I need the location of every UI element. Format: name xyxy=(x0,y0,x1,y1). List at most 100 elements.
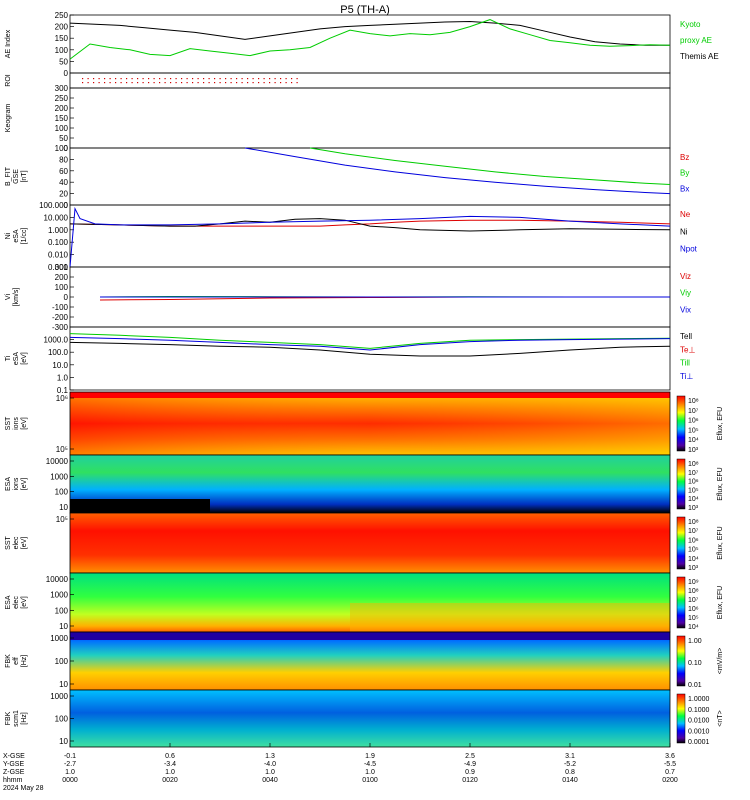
roi-dot xyxy=(126,78,128,80)
ytick-label: 40 xyxy=(59,178,68,187)
ytick-label: 100 xyxy=(55,715,69,724)
ylabel-esa_e: ESA xyxy=(5,595,12,609)
roi-dot xyxy=(247,78,249,80)
ylabel-keogram: Keogram xyxy=(5,104,12,133)
colorbar-tick: 10⁸ xyxy=(688,588,699,595)
ytick-label: 0.010 xyxy=(48,251,69,260)
panel-fbk_e: 1.00 0.10 0.01 <mV/m> 1000 100 10 FBK eff [Hz] xyxy=(5,631,724,691)
ylabel-sst_i: SST xyxy=(5,416,12,430)
roi-dot xyxy=(142,78,144,80)
colorbar-tick: 10⁴ xyxy=(688,437,699,444)
roi-dot xyxy=(131,82,133,84)
roi-dot xyxy=(120,78,122,80)
roi-dot xyxy=(93,78,95,80)
ytick-label: 10⁵ xyxy=(56,445,68,454)
ylabel-t: eSA xyxy=(13,352,20,366)
ylabel-fbk_b: scm1 xyxy=(13,710,20,727)
spectrogram-fbk_e xyxy=(70,632,670,690)
colorbar-tick: 10³ xyxy=(688,447,699,454)
ylabel-sst_e: elec xyxy=(13,536,20,549)
roi-dot xyxy=(230,78,232,80)
colorbar-label: Eflux, EFU xyxy=(717,407,724,440)
legend-v: Vix xyxy=(680,305,691,314)
roi-dot xyxy=(82,78,84,80)
ytick-label: 250 xyxy=(55,94,69,103)
ylabel-roi: ROI xyxy=(5,74,12,87)
ylabel-sst_e: SST xyxy=(5,535,12,549)
roi-dot xyxy=(285,82,287,84)
roi-dot xyxy=(241,78,243,80)
colorbar-tick: 10⁹ xyxy=(688,579,699,586)
colorbar-tick: 10⁸ xyxy=(688,398,699,405)
roi-dot xyxy=(186,78,188,80)
ytick-label: 100.0 xyxy=(48,348,69,357)
colorbar-tick: 10⁶ xyxy=(688,418,699,425)
roi-dot xyxy=(164,78,166,80)
series-bfit-1 xyxy=(309,147,671,185)
legend-n: Ne xyxy=(680,210,691,219)
ytick-label: 100 xyxy=(55,124,69,133)
ytick-label: 100 xyxy=(55,283,69,292)
roi-dot xyxy=(115,82,117,84)
colorbar-label: Eflux, EFU xyxy=(717,526,724,559)
roi-dot xyxy=(120,82,122,84)
xtick-label: -4.5 xyxy=(364,761,376,768)
legend-v: Viz xyxy=(680,272,691,281)
roi-dot xyxy=(98,78,100,80)
colorbar-tick: 10⁴ xyxy=(688,624,699,631)
colorbar-tick: 10⁸ xyxy=(688,461,699,468)
xtick-label: -2.7 xyxy=(64,761,76,768)
xtick-label: -5.5 xyxy=(664,761,676,768)
roi-dot xyxy=(296,82,298,84)
xtick-label: 0020 xyxy=(162,777,178,784)
legend-n: Ni xyxy=(680,227,688,236)
legend-t: Te⊥ xyxy=(680,345,695,354)
ytick-label: 100 xyxy=(55,488,69,497)
ytick-label: -300 xyxy=(52,323,69,332)
spectrogram-hotregion xyxy=(350,603,670,632)
roi-dot xyxy=(258,82,260,84)
legend-ae: proxy AE xyxy=(680,36,712,45)
roi-dot xyxy=(93,82,95,84)
colorbar-esa_i xyxy=(676,458,686,510)
colorbar-tick: 10⁶ xyxy=(688,479,699,486)
ylabel-t: Ti xyxy=(5,355,12,361)
panel-sst_e: 10⁸ 10⁷ 10⁶ 10⁵ 10⁴ 10³ Eflux, EFU 10⁵ SST elec [e… xyxy=(5,512,724,574)
roi-dot xyxy=(131,78,133,80)
ytick-label: 10 xyxy=(59,680,68,689)
xtick-label: 0.9 xyxy=(465,769,475,776)
spectrogram-fbk_b xyxy=(70,690,670,747)
ylabel-fbk_e: [Hz] xyxy=(21,655,28,668)
roi-dot xyxy=(269,82,271,84)
ytick-label: 1000 xyxy=(50,472,68,481)
roi-dot xyxy=(82,82,84,84)
roi-dot xyxy=(104,82,106,84)
roi-dot xyxy=(280,82,282,84)
roi-dot xyxy=(225,82,227,84)
legend-bfit: Bz xyxy=(680,153,689,162)
xtick-label: 0120 xyxy=(462,777,478,784)
colorbar-tick: 0.10 xyxy=(688,660,702,667)
xtick-label: -4.0 xyxy=(264,761,276,768)
colorbar-tick: 10³ xyxy=(688,505,699,512)
roi-dot xyxy=(164,82,166,84)
ylabel-bfit: [nT] xyxy=(21,170,28,182)
xaxis-row-label: Y-GSE xyxy=(3,761,24,768)
roi-dot xyxy=(104,78,106,80)
roi-dot xyxy=(214,78,216,80)
roi-dot xyxy=(148,82,150,84)
ytick-label: 0 xyxy=(64,144,69,153)
roi-dot xyxy=(247,82,249,84)
colorbar-tick: 10⁷ xyxy=(688,470,699,477)
ylabel-esa_i: ions xyxy=(13,477,20,490)
roi-dot xyxy=(230,82,232,84)
legend-ae: Themis AE xyxy=(680,52,719,61)
roi-dot xyxy=(115,78,117,80)
series-ae-0 xyxy=(69,20,670,46)
ytick-label: 10⁵ xyxy=(56,515,68,524)
legend-ae: Kyoto xyxy=(680,20,701,29)
legend-t: Ti⊥ xyxy=(680,372,693,381)
colorbar-tick: 10⁵ xyxy=(688,487,699,494)
